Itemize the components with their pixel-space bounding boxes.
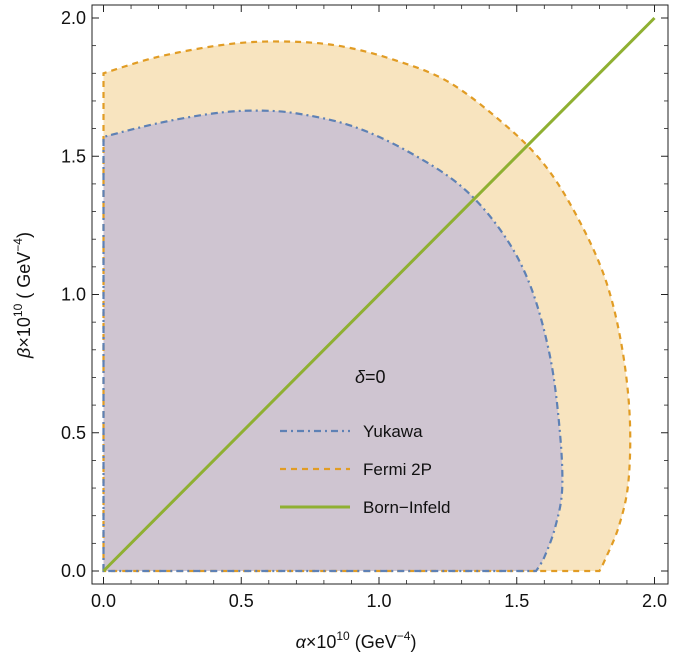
x-axis-unit-exp: −4 — [397, 629, 411, 643]
y-tick-label: 1.0 — [61, 285, 86, 305]
delta-annotation: δ=0 — [355, 367, 386, 387]
y-axis-unit: ( GeV — [14, 252, 34, 304]
y-tick-label: 2.0 — [61, 8, 86, 28]
x-tick-label: 1.0 — [366, 591, 391, 611]
x-tick-label: 1.5 — [504, 591, 529, 611]
born-infeld-line — [102, 16, 656, 573]
legend-label-yukawa: Yukawa — [363, 422, 423, 441]
y-tick-label: 0.5 — [61, 423, 86, 443]
series-lines — [102, 16, 656, 573]
y-axis-exp: 10 — [11, 303, 25, 317]
legend-label-born-infeld: Born−Infeld — [363, 498, 450, 517]
axis-ticks: 0.0 0.5 1.0 1.5 2.0 0.0 0.5 1.0 1.5 2.0 — [61, 5, 668, 611]
x-tick-label: 0.0 — [91, 591, 116, 611]
delta-symbol: δ — [355, 367, 366, 387]
x-tick-label: 0.5 — [229, 591, 254, 611]
legend: Yukawa Fermi 2P Born−Infeld — [280, 422, 450, 517]
region-boundary-fermi-2p — [102, 40, 632, 573]
x-axis-unit: (GeV — [350, 632, 397, 652]
x-axis-exp: 10 — [336, 629, 350, 643]
y-tick-label: 0.0 — [61, 561, 86, 581]
y-axis-unit-exp: −4 — [11, 238, 25, 252]
y-axis-label: β×1010 ( GeV−4) — [11, 232, 34, 359]
y-axis-mult: ×10 — [14, 317, 34, 348]
region-boundary-yukawa — [102, 109, 564, 573]
x-axis-symbol: α — [296, 632, 307, 652]
x-axis-close: ) — [410, 632, 416, 652]
y-tick-label: 1.5 — [61, 146, 86, 166]
x-tick-label: 2.0 — [642, 591, 667, 611]
x-axis-mult: ×10 — [306, 632, 337, 652]
x-axis-label: α×1010 (GeV−4) — [296, 629, 417, 652]
delta-value: =0 — [365, 367, 386, 387]
legend-label-fermi-2p: Fermi 2P — [363, 460, 432, 479]
y-axis-symbol: β — [14, 348, 34, 359]
y-axis-close: ) — [14, 232, 34, 238]
